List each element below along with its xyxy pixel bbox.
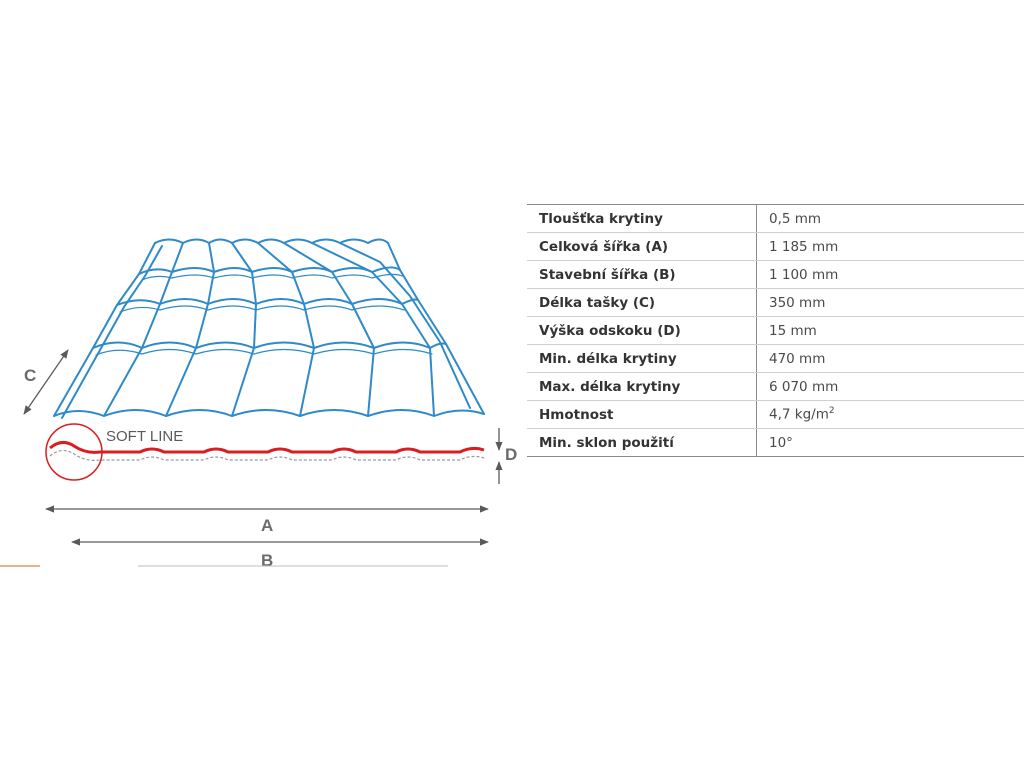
roof-sheet-drawing — [53, 238, 485, 419]
roof-rib-2 — [165, 242, 215, 417]
roof-left-edge — [53, 242, 156, 417]
spec-value-text: 15 mm — [769, 322, 817, 339]
dimension-a: A — [45, 505, 489, 535]
spec-row: Hmotnost 4,7 kg/m2 — [527, 400, 1024, 429]
roof-step-shadow-1 — [141, 273, 403, 281]
soft-line-highlight-circle — [45, 423, 103, 481]
spec-value: 4,7 kg/m2 — [756, 400, 1024, 429]
dimension-b-label: B — [261, 551, 273, 570]
spec-row: Stavební šířka (B) 1 100 mm — [527, 260, 1024, 289]
specification-table: Tloušťka krytiny 0,5 mm Celková šířka (A) 1… — [527, 204, 1024, 457]
spec-label: Min. sklon použití — [527, 428, 757, 457]
spec-label: Výška odskoku (D) — [527, 316, 757, 345]
profile-red-line — [49, 441, 485, 454]
spec-value-superscript: 2 — [828, 406, 835, 417]
dimension-c-arrow — [23, 349, 69, 415]
roof-step-shadow-2 — [119, 305, 405, 313]
roof-left-edge-inner — [61, 245, 163, 419]
spec-value-text: 4,7 kg/m — [769, 406, 829, 423]
dimension-b: B — [71, 538, 489, 570]
spec-row: Délka tašky (C) 350 mm — [527, 288, 1024, 317]
roof-rib-1 — [103, 242, 184, 417]
profile-grey-line — [49, 449, 485, 461]
spec-value: 0,5 mm — [756, 204, 1024, 233]
spec-value: 15 mm — [756, 316, 1024, 345]
specification-table-body: Tloušťka krytiny 0,5 mm Celková šířka (A) 1… — [527, 204, 1024, 457]
spec-value: 1 100 mm — [756, 260, 1024, 289]
spec-label: Délka tašky (C) — [527, 288, 757, 317]
roof-tile-diagram: SOFT LINE C D A B — [0, 238, 517, 570]
spec-value-text: 0,5 mm — [769, 210, 822, 227]
dimension-a-label: A — [261, 516, 273, 535]
dimension-c-label: C — [24, 366, 36, 385]
soft-line-profile: SOFT LINE — [45, 423, 485, 481]
spec-label: Tloušťka krytiny — [527, 204, 757, 233]
spec-row: Min. sklon použití 10° — [527, 428, 1024, 457]
spec-label: Stavební šířka (B) — [527, 260, 757, 289]
spec-value: 6 070 mm — [756, 372, 1024, 401]
spec-row: Max. délka krytiny 6 070 mm — [527, 372, 1024, 401]
roof-rib-3 — [231, 242, 257, 417]
roof-rib-7 — [339, 242, 471, 409]
roof-step-1 — [138, 266, 401, 275]
spec-label: Hmotnost — [527, 400, 757, 429]
spec-value-text: 1 100 mm — [769, 266, 839, 283]
spec-value-text: 6 070 mm — [769, 378, 839, 395]
spec-value: 1 185 mm — [756, 232, 1024, 261]
spec-label: Max. délka krytiny — [527, 372, 757, 401]
spec-label: Min. délka krytiny — [527, 344, 757, 373]
spec-row: Výška odskoku (D) 15 mm — [527, 316, 1024, 345]
spec-label: Celková šířka (A) — [527, 232, 757, 261]
spec-value: 10° — [756, 428, 1024, 457]
spec-value-text: 1 185 mm — [769, 238, 839, 255]
spec-row: Tloušťka krytiny 0,5 mm — [527, 204, 1024, 233]
roof-rib-6 — [311, 242, 435, 417]
roof-bottom-edge — [53, 409, 485, 417]
dimension-c: C — [23, 349, 69, 415]
roof-step-shadow-3 — [95, 348, 433, 356]
roof-step-2 — [116, 298, 419, 306]
dimension-d-label: D — [505, 445, 517, 464]
roof-top-edge — [154, 238, 389, 244]
roof-rib-4 — [257, 242, 315, 417]
dimension-d: D — [495, 428, 517, 484]
spec-value-text: 470 mm — [769, 350, 826, 367]
roof-step-3 — [92, 341, 447, 349]
roof-rib-5 — [283, 242, 375, 417]
spec-value-text: 10° — [769, 434, 793, 451]
spec-row: Min. délka krytiny 470 mm — [527, 344, 1024, 373]
soft-line-label: SOFT LINE — [106, 428, 183, 445]
roof-right-edge — [387, 242, 485, 415]
spec-row: Celková šířka (A) 1 185 mm — [527, 232, 1024, 261]
spec-value: 350 mm — [756, 288, 1024, 317]
spec-value-text: 350 mm — [769, 294, 826, 311]
spec-value: 470 mm — [756, 344, 1024, 373]
